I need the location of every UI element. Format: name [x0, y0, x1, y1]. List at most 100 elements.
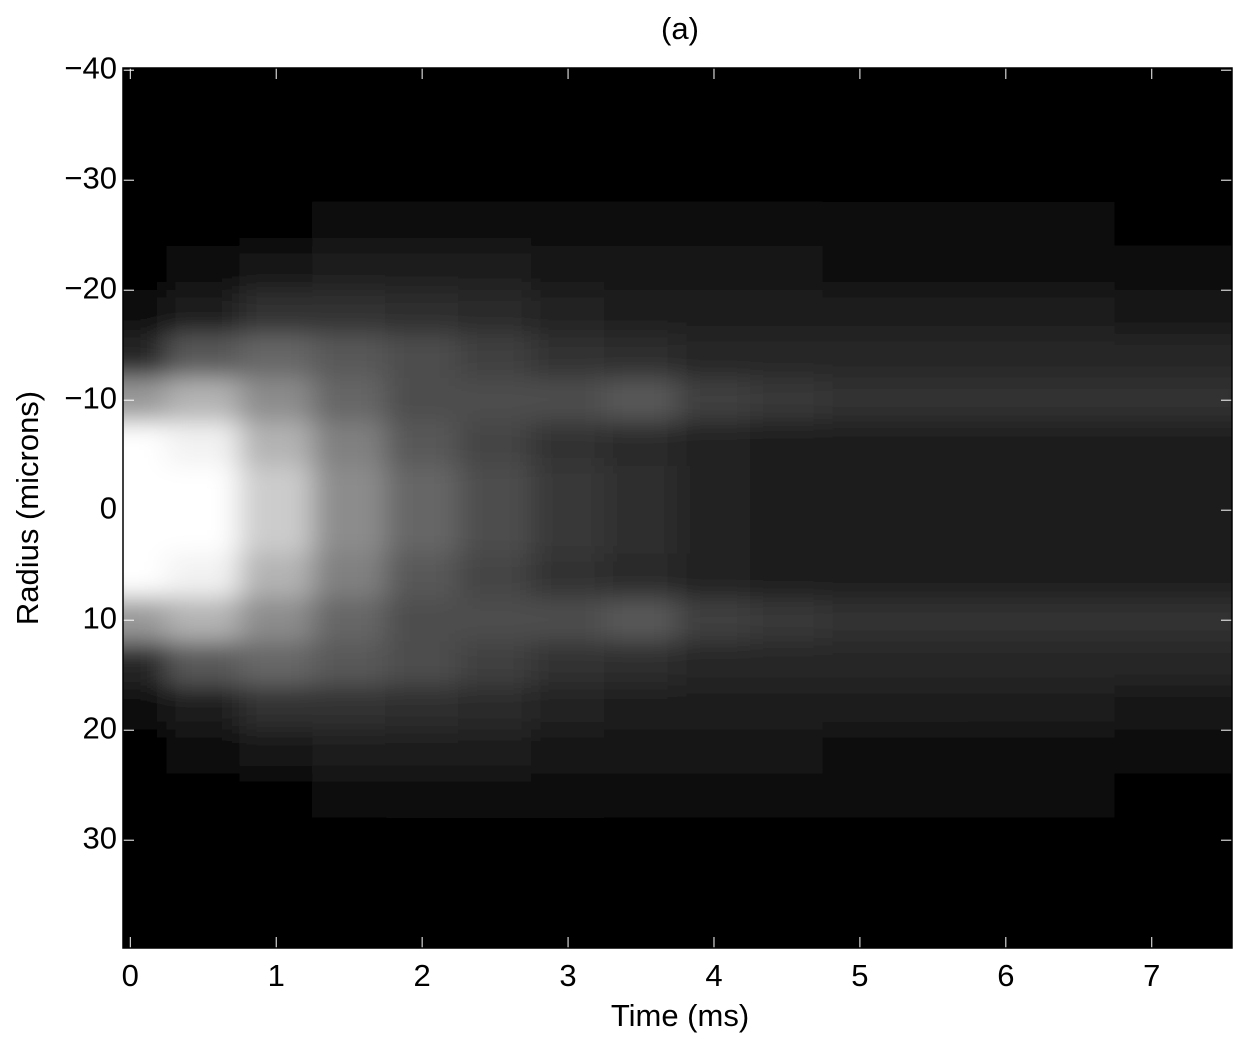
x-tick-label: 1 — [268, 958, 285, 993]
heatmap-cell — [968, 641, 1043, 687]
heatmap-cell — [1041, 729, 1116, 775]
heatmap-cell — [166, 421, 241, 467]
heatmap-cell — [677, 641, 751, 687]
heatmap-cell — [1114, 685, 1189, 731]
heatmap-cell — [1187, 773, 1232, 819]
heatmap-cell — [677, 729, 751, 775]
heatmap-cell — [1187, 201, 1232, 247]
heatmap-cell — [531, 421, 606, 467]
heatmap-cell — [1114, 861, 1189, 907]
heatmap-cell — [822, 597, 897, 643]
heatmap-cell — [239, 201, 314, 247]
heatmap-cell — [458, 861, 533, 907]
heatmap-cell — [531, 641, 606, 687]
heatmap-cell — [458, 597, 533, 643]
heatmap-cell — [385, 597, 460, 643]
heatmap-cell — [1114, 377, 1189, 423]
heatmap-cell — [312, 289, 387, 335]
y-axis-label: Radius (microns) — [10, 391, 45, 625]
heatmap-cell — [166, 465, 241, 511]
y-tick-label: −40 — [64, 50, 117, 85]
heatmap-cell — [968, 465, 1043, 511]
heatmap-cell — [1114, 245, 1189, 291]
heatmap-cell — [239, 597, 314, 643]
heatmap-cell — [312, 509, 387, 555]
heatmap-cell — [166, 245, 241, 291]
heatmap-cell — [822, 201, 897, 247]
heatmap-cell — [166, 597, 241, 643]
heatmap-cell — [1114, 157, 1189, 203]
heatmap-cell — [123, 685, 168, 731]
heatmap-cell — [458, 245, 533, 291]
heatmap-cell — [123, 773, 168, 819]
plot-frame — [122, 67, 1233, 949]
heatmap-cell — [968, 597, 1043, 643]
heatmap-cell — [166, 817, 241, 863]
heatmap-cell — [968, 157, 1043, 203]
heatmap-cell — [312, 905, 387, 948]
heatmap-cell — [312, 597, 387, 643]
heatmap-cell — [1187, 245, 1232, 291]
heatmap-cell — [239, 333, 314, 379]
heatmap-cell — [458, 729, 533, 775]
heatmap-cell — [312, 245, 387, 291]
heatmap-cell — [239, 641, 314, 687]
heatmap-cell — [312, 817, 387, 863]
heatmap-cell — [895, 289, 970, 335]
heatmap-cell — [604, 289, 678, 335]
heatmap-cell — [677, 245, 751, 291]
heatmap-cell — [895, 245, 970, 291]
y-tick-label: −20 — [64, 270, 117, 305]
heatmap-cell — [385, 685, 460, 731]
heatmap-cell — [604, 113, 678, 159]
heatmap-cell — [1041, 421, 1116, 467]
heatmap-cell — [604, 685, 678, 731]
heatmap-cell — [312, 113, 387, 159]
heatmap-cell — [458, 641, 533, 687]
heatmap-cell — [604, 861, 678, 907]
heatmap-cell — [385, 113, 460, 159]
y-tick-label: 0 — [100, 490, 117, 525]
heatmap-cell — [604, 817, 678, 863]
heatmap-cell — [312, 69, 387, 115]
y-tick-label: −30 — [64, 160, 117, 195]
heatmap-cell — [166, 641, 241, 687]
x-tick-label: 2 — [414, 958, 431, 993]
heatmap-cell — [1114, 113, 1189, 159]
heatmap-cell — [749, 773, 824, 819]
heatmap-cell — [531, 729, 606, 775]
heatmap-cell — [1187, 685, 1232, 731]
heatmap-cell — [458, 201, 533, 247]
heatmap-cell — [123, 201, 168, 247]
heatmap-cell — [166, 685, 241, 731]
heatmap-cell — [604, 773, 678, 819]
heatmap-cell — [604, 465, 678, 511]
heatmap-cell — [531, 685, 606, 731]
heatmap-cell — [239, 289, 314, 335]
heatmap-cell — [749, 465, 824, 511]
heatmap-cell — [385, 641, 460, 687]
heatmap-cell — [531, 509, 606, 555]
heatmap-cell — [968, 421, 1043, 467]
heatmap-cell — [749, 289, 824, 335]
heatmap-cell — [968, 817, 1043, 863]
heatmap-cell — [749, 509, 824, 555]
heatmap-cell — [895, 421, 970, 467]
heatmap-cell — [822, 773, 897, 819]
heatmap-cell — [239, 817, 314, 863]
heatmap-cell — [531, 157, 606, 203]
heatmap-cell — [1114, 333, 1189, 379]
heatmap-cell — [1041, 377, 1116, 423]
heatmap-cell — [123, 641, 168, 687]
heatmap-cell — [968, 377, 1043, 423]
y-tick-label: −10 — [64, 380, 117, 415]
heatmap-cell — [749, 685, 824, 731]
heatmap-cell — [166, 509, 241, 555]
heatmap-cell — [385, 377, 460, 423]
heatmap-cell — [604, 421, 678, 467]
heatmap-cell — [1041, 861, 1116, 907]
heatmap-cell — [604, 157, 678, 203]
heatmap-cell — [1041, 773, 1116, 819]
heatmap-cell — [604, 597, 678, 643]
